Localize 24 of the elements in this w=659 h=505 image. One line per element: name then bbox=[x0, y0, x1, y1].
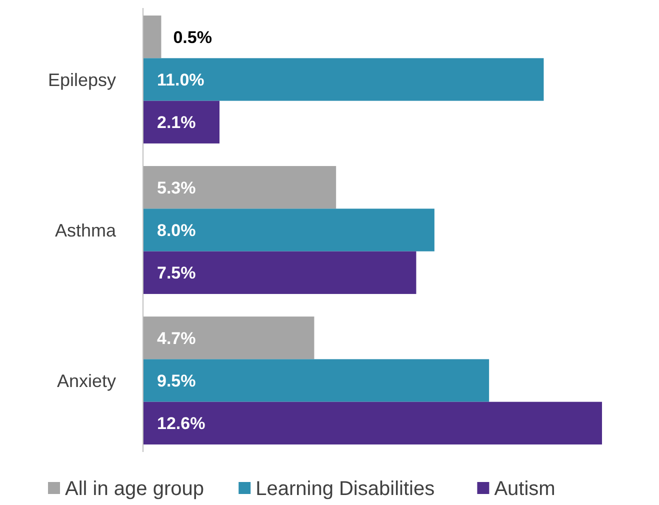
data-label: 2.1% bbox=[157, 113, 196, 132]
bar bbox=[143, 251, 416, 294]
bar bbox=[143, 359, 490, 402]
bar bbox=[143, 58, 544, 101]
y-tick-label: Asthma bbox=[54, 220, 117, 240]
data-label: 12.6% bbox=[157, 414, 206, 434]
data-label: 8.0% bbox=[157, 220, 196, 240]
legend-label: Autism bbox=[494, 478, 556, 500]
bar bbox=[143, 208, 434, 252]
bar bbox=[143, 316, 314, 360]
bar bbox=[143, 402, 602, 444]
bar bbox=[143, 16, 162, 58]
data-label: 7.5% bbox=[157, 264, 196, 283]
y-tick-label: Anxiety bbox=[56, 370, 116, 391]
data-label: 11.0% bbox=[157, 70, 204, 90]
data-label: 5.3% bbox=[157, 178, 196, 198]
bar bbox=[143, 166, 336, 209]
data-label: 4.7% bbox=[157, 328, 196, 348]
bar bbox=[143, 100, 220, 144]
data-label: 9.5% bbox=[157, 371, 196, 390]
legend-label: All in age group bbox=[65, 478, 204, 500]
y-tick-label: Epilepsy bbox=[48, 70, 116, 90]
legend-label: Learning Disabilities bbox=[256, 478, 435, 500]
data-label: 0.5% bbox=[173, 28, 212, 47]
